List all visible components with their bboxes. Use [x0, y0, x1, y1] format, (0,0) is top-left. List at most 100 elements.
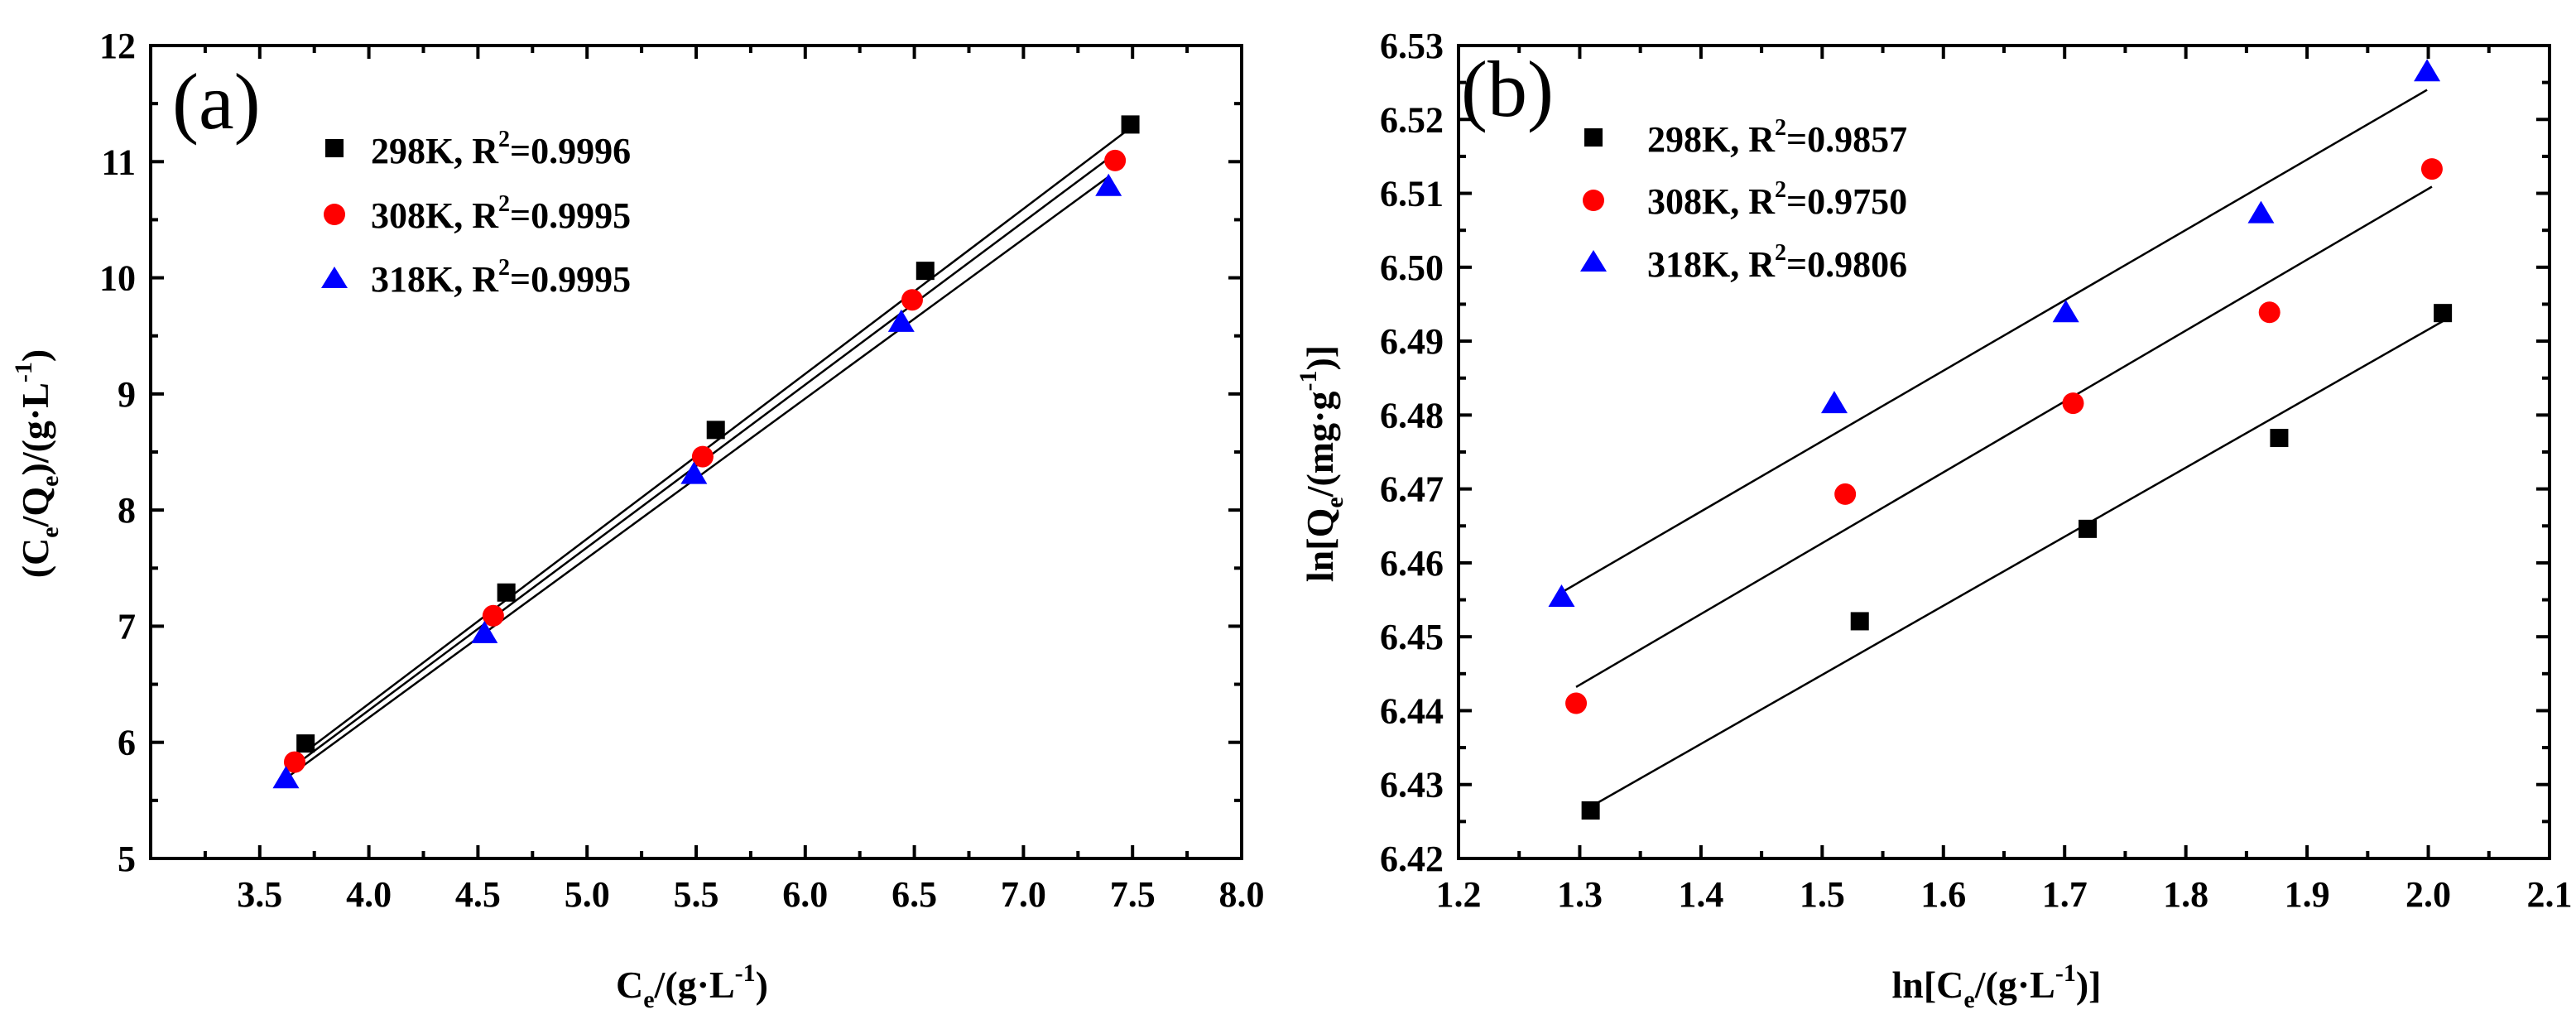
fit-line-308k	[1575, 185, 2433, 688]
x-tick-label: 5.0	[565, 874, 610, 915]
chart-panel-b: 1.2 1.3 1.4 1.5 1.6 1.7 1.8 1.9 2.0 2.1 6.42 6.43 6…	[1295, 26, 2573, 1013]
data-point-318k	[2052, 300, 2079, 323]
legend-marker-298k	[325, 139, 344, 157]
data-point-308k	[283, 751, 305, 773]
x-tick-label: 5.5	[674, 874, 719, 915]
y-tick-label: 6.46	[1380, 543, 1444, 584]
panel-label: (a)	[172, 57, 261, 146]
data-points	[1548, 59, 2453, 820]
legend-label-318k: 318K, R2=0.9806	[1647, 240, 1907, 285]
data-point-298k	[2434, 304, 2453, 323]
x-tick-label: 8.0	[1219, 874, 1265, 915]
panel-label: (b)	[1461, 45, 1554, 133]
data-point-318k	[887, 309, 915, 332]
y-tick-label: 6.53	[1380, 26, 1444, 66]
data-points	[272, 115, 1140, 789]
x-axis-label: ln[Ce/(g·L-1)]	[1892, 959, 2102, 1013]
x-tick-label: 6.5	[892, 874, 937, 915]
legend-label-298k: 298K, R2=0.9996	[371, 127, 631, 171]
legend-marker-298k	[1584, 128, 1603, 147]
y-tick-label: 6.43	[1380, 765, 1444, 805]
x-tick-label: 7.0	[1001, 874, 1046, 915]
fit-line-298k	[1590, 320, 2444, 808]
data-point-308k	[901, 289, 923, 311]
data-point-318k	[471, 620, 498, 643]
legend-label-308k: 308K, R2=0.9995	[371, 191, 631, 236]
x-tick-label: 1.2	[1436, 874, 1482, 915]
data-point-308k	[2258, 301, 2280, 324]
plot-frame	[1457, 44, 2551, 860]
x-tick-label: 4.0	[346, 874, 392, 915]
x-tick-label: 1.7	[2042, 874, 2088, 915]
chart-panel-a: 3.5 4.0 4.5 5.0 5.5 6.0 6.5 7.0 7.5 8.0 5 6 7 8 9 10 11…	[10, 26, 1265, 1013]
data-point-298k	[706, 421, 725, 440]
x-tick-label: 3.5	[237, 874, 282, 915]
legend-label-298k: 298K, R2=0.9857	[1647, 115, 1907, 160]
legend-label-318k: 318K, R2=0.9995	[371, 255, 631, 300]
x-tick-label: 1.4	[1678, 874, 1723, 915]
data-point-298k	[497, 583, 516, 602]
y-tick-label: 10	[99, 258, 136, 299]
legend-marker-318k	[321, 267, 348, 288]
x-axis-ticks: 3.5 4.0 4.5 5.0 5.5 6.0 6.5 7.0 7.5 8.0	[203, 46, 1265, 915]
legend: 298K, R2=0.9857 308K, R2=0.9750 318K, R2…	[1580, 115, 1907, 285]
fit-line-318k	[1560, 89, 2428, 594]
data-point-318k	[680, 461, 708, 484]
x-tick-label: 1.6	[1920, 874, 1966, 915]
y-tick-label: 6.52	[1380, 99, 1444, 140]
y-tick-label: 6.44	[1380, 690, 1444, 731]
legend: 298K, R2=0.9996 308K, R2=0.9995 318K, R2…	[321, 127, 631, 300]
y-axis-ticks: 5 6 7 8 9 10 11 12	[99, 26, 1242, 879]
data-point-298k	[2079, 519, 2098, 538]
x-tick-label: 2.1	[2527, 874, 2573, 915]
data-point-318k	[1548, 584, 1575, 607]
y-axis-label: (Ce/Qe)/(g·L-1)	[10, 349, 64, 579]
legend-marker-308k	[324, 204, 345, 225]
data-point-308k	[1565, 692, 1588, 714]
data-point-298k	[1581, 801, 1600, 820]
y-tick-label: 8	[118, 490, 136, 531]
data-point-308k	[2062, 392, 2084, 415]
data-point-308k	[691, 445, 714, 468]
fit-lines	[1560, 89, 2444, 808]
y-tick-label: 12	[99, 26, 136, 66]
data-point-298k	[1850, 612, 1869, 631]
x-tick-label: 1.8	[2163, 874, 2208, 915]
legend-marker-308k	[1583, 190, 1604, 211]
data-point-298k	[1121, 115, 1140, 134]
x-tick-label: 2.0	[2405, 874, 2451, 915]
data-point-318k	[2247, 200, 2275, 224]
data-point-318k	[272, 766, 300, 789]
data-point-298k	[916, 262, 935, 281]
y-tick-label: 6.49	[1380, 321, 1444, 362]
x-tick-label: 1.3	[1557, 874, 1603, 915]
data-point-308k	[1104, 149, 1127, 171]
y-tick-label: 6.51	[1380, 174, 1444, 214]
data-point-318k	[2414, 59, 2441, 82]
y-tick-label: 7	[118, 606, 136, 647]
x-tick-label: 6.0	[782, 874, 828, 915]
y-tick-label: 6.42	[1380, 839, 1444, 879]
y-axis-ticks: 6.42 6.43 6.44 6.45 6.46 6.47 6.48 6.49 6.50 6.51…	[1380, 26, 2550, 879]
y-tick-label: 6.45	[1380, 617, 1444, 657]
data-point-318k	[1095, 173, 1122, 196]
data-point-308k	[2420, 158, 2443, 180]
y-tick-label: 6	[118, 723, 136, 763]
y-tick-label: 5	[118, 839, 136, 879]
x-tick-label: 1.5	[1800, 874, 1845, 915]
x-tick-label: 7.5	[1110, 874, 1156, 915]
data-point-318k	[1820, 391, 1848, 414]
x-tick-label: 4.5	[455, 874, 501, 915]
data-point-298k	[2270, 429, 2289, 448]
y-tick-label: 11	[101, 142, 136, 182]
data-point-308k	[482, 604, 504, 627]
x-tick-label: 1.9	[2285, 874, 2330, 915]
y-tick-label: 6.47	[1380, 469, 1444, 510]
y-tick-label: 6.48	[1380, 395, 1444, 435]
x-axis-ticks: 1.2 1.3 1.4 1.5 1.6 1.7 1.8 1.9 2.0 2.1	[1436, 46, 2573, 915]
data-point-308k	[1834, 483, 1857, 505]
legend-marker-318k	[1580, 250, 1607, 272]
data-point-298k	[296, 734, 315, 753]
fit-line-298k	[305, 127, 1132, 753]
